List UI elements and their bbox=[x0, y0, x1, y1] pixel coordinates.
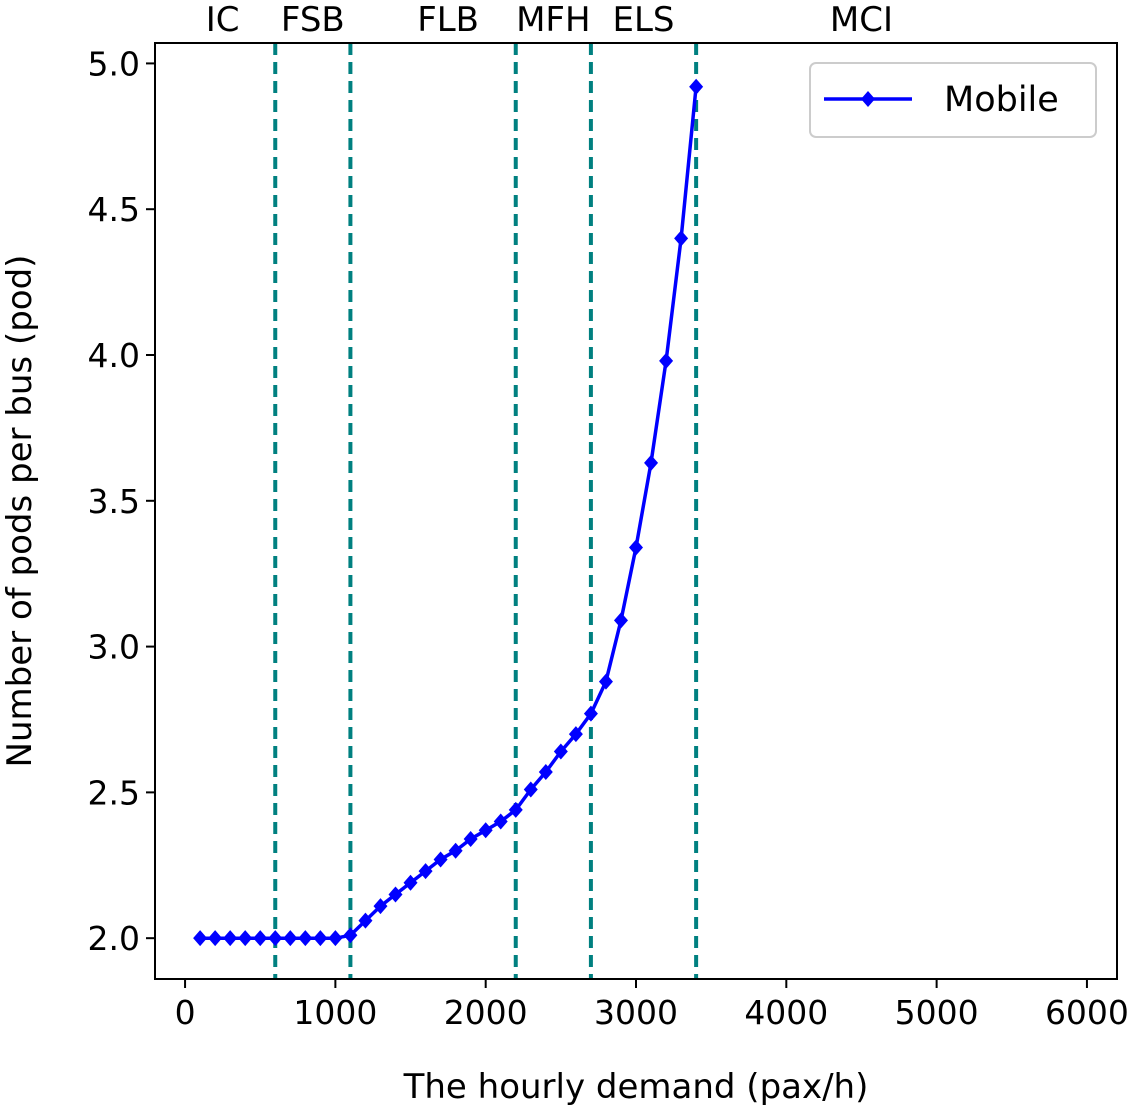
region-label: FLB bbox=[417, 0, 479, 40]
y-tick-label: 2.0 bbox=[88, 919, 140, 958]
plot-area-frame bbox=[154, 42, 1118, 980]
data-point-marker bbox=[433, 851, 448, 868]
data-point-marker bbox=[508, 801, 523, 818]
data-point-marker bbox=[418, 863, 433, 880]
data-point-marker bbox=[613, 612, 628, 629]
x-axis: 0 1000 2000 3000 4000 5000 6000 bbox=[175, 979, 1129, 1032]
data-point-marker bbox=[674, 230, 689, 247]
series-line bbox=[200, 86, 698, 940]
data-point-marker bbox=[193, 930, 208, 947]
y-tick-label: 5.0 bbox=[88, 44, 140, 83]
data-point-marker bbox=[388, 886, 403, 903]
region-labels: IC FSB FLB MFH ELS MCI bbox=[206, 0, 893, 40]
data-point-marker bbox=[358, 912, 373, 929]
data-point-marker bbox=[208, 930, 223, 947]
y-tick-label: 3.0 bbox=[88, 628, 140, 667]
region-divider-lines bbox=[273, 43, 699, 979]
y-axis-title: Number of pods per bus (pod) bbox=[0, 255, 40, 768]
data-point-marker bbox=[328, 930, 343, 947]
series-layer bbox=[193, 78, 704, 947]
data-point-marker bbox=[644, 454, 659, 471]
data-point-marker bbox=[568, 726, 583, 743]
legend-label: Mobile bbox=[944, 80, 1059, 120]
data-point-marker bbox=[403, 874, 418, 891]
region-label: IC bbox=[206, 0, 240, 40]
legend-marker-sample bbox=[861, 91, 875, 107]
data-point-marker bbox=[689, 78, 704, 95]
data-point-marker bbox=[283, 930, 298, 947]
y-tick-label: 4.5 bbox=[88, 190, 140, 229]
data-point-marker bbox=[238, 930, 253, 947]
x-tick-label: 2000 bbox=[444, 993, 528, 1032]
data-point-marker bbox=[629, 539, 643, 556]
data-point-marker bbox=[598, 673, 613, 690]
y-axis: 2.0 2.5 3.0 3.5 4.0 4.5 5.0 bbox=[88, 44, 155, 958]
x-axis-title: The hourly demand (pax/h) bbox=[403, 1067, 869, 1107]
data-point-marker bbox=[523, 781, 538, 798]
legend-box bbox=[809, 62, 1097, 138]
x-tick-label: 3000 bbox=[594, 993, 678, 1032]
x-tick-label: 4000 bbox=[744, 993, 828, 1032]
data-point-marker bbox=[583, 705, 598, 722]
legend: Mobile bbox=[809, 62, 1097, 138]
data-point-marker bbox=[659, 352, 674, 369]
data-point-marker bbox=[223, 930, 238, 947]
data-point-marker bbox=[268, 930, 283, 947]
region-label: MFH bbox=[516, 0, 590, 40]
x-tick-label: 1000 bbox=[293, 993, 377, 1032]
data-point-marker bbox=[373, 898, 388, 915]
y-tick-label: 3.5 bbox=[88, 482, 140, 521]
data-point-marker bbox=[478, 822, 493, 839]
data-point-marker bbox=[448, 842, 463, 859]
x-tick-label: 6000 bbox=[1045, 993, 1129, 1032]
data-point-marker bbox=[298, 930, 313, 947]
y-tick-label: 2.5 bbox=[88, 773, 140, 812]
data-point-marker bbox=[553, 743, 568, 760]
region-label: ELS bbox=[613, 0, 675, 40]
data-point-marker bbox=[253, 930, 268, 947]
x-tick-label: 5000 bbox=[895, 993, 979, 1032]
data-point-marker bbox=[493, 813, 508, 830]
region-label: FSB bbox=[281, 0, 345, 40]
region-label: MCI bbox=[830, 0, 893, 40]
data-point-marker bbox=[313, 930, 328, 947]
data-point-marker bbox=[463, 831, 478, 848]
x-tick-label: 0 bbox=[175, 993, 196, 1032]
data-point-marker bbox=[538, 763, 553, 780]
data-point-marker bbox=[343, 927, 358, 944]
y-tick-label: 4.0 bbox=[88, 336, 140, 375]
